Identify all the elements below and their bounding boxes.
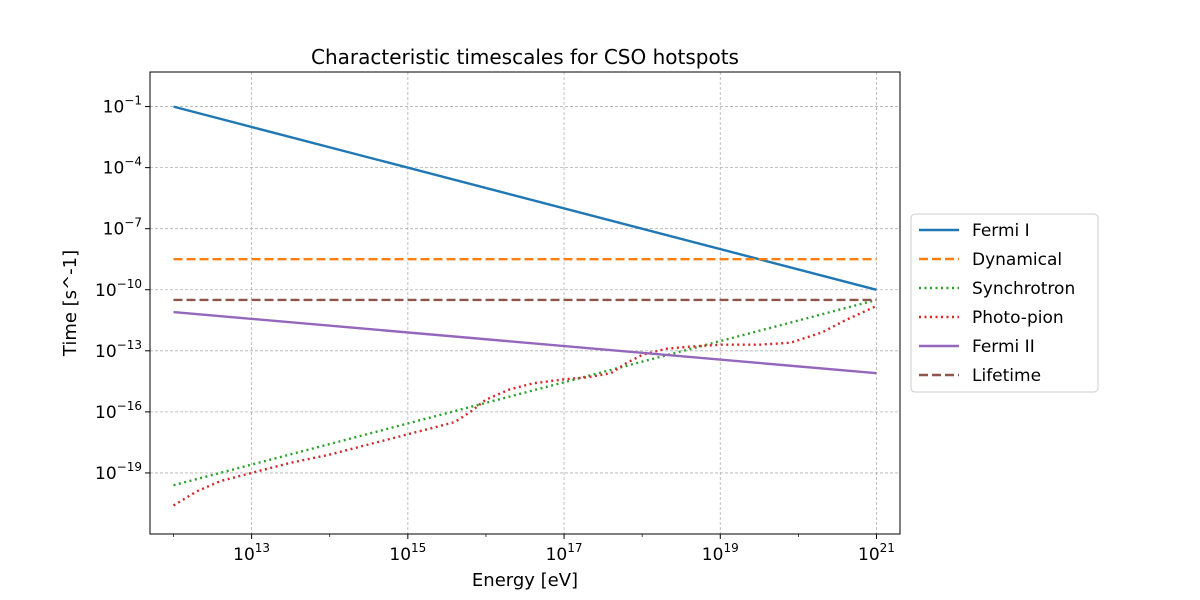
x-tick-exponent: 15	[411, 541, 426, 555]
series-line-photo-pion	[172, 304, 877, 507]
x-tick-label: 1013	[233, 541, 270, 565]
x-tick-label: 1017	[546, 541, 583, 565]
y-tick-base: 10	[95, 464, 117, 484]
y-tick-label: 10−4	[103, 155, 142, 179]
y-tick-exponent: −19	[117, 460, 142, 474]
y-tick-exponent: −13	[117, 338, 142, 352]
x-tick-exponent: 13	[255, 541, 270, 555]
x-tick-base: 10	[546, 545, 568, 565]
y-tick-base: 10	[103, 159, 125, 179]
x-tick-exponent: 19	[723, 541, 738, 555]
legend-label: Dynamical	[972, 250, 1062, 270]
y-tick-base: 10	[95, 403, 117, 423]
x-tick-label: 1019	[702, 541, 739, 565]
x-tick-exponent: 21	[880, 541, 895, 555]
y-tick-label: 10−1	[103, 94, 142, 118]
legend: Fermi I Dynamical Synchrotron Photo-pion Fer…	[910, 213, 1099, 393]
y-tick-label: 10−19	[95, 460, 142, 484]
legend-label: Fermi I	[972, 221, 1030, 241]
legend-box	[910, 213, 1099, 393]
x-tick-base: 10	[702, 545, 724, 565]
x-ticks: 1013 1015 1017 1019 1021	[173, 534, 895, 565]
x-tick-base: 10	[233, 545, 255, 565]
y-tick-base: 10	[95, 342, 117, 362]
x-tick-label: 1021	[858, 541, 895, 565]
legend-label: Photo-pion	[972, 308, 1064, 328]
y-tick-exponent: −16	[117, 399, 142, 413]
y-tick-exponent: −1	[124, 94, 142, 108]
y-tick-exponent: −7	[124, 216, 142, 230]
chart-title: Characteristic timescales for CSO hotspo…	[311, 45, 739, 69]
x-tick-label: 1015	[389, 541, 426, 565]
grid	[150, 72, 900, 534]
y-tick-base: 10	[103, 98, 125, 118]
x-tick-base: 10	[858, 545, 880, 565]
x-tick-exponent: 17	[567, 541, 582, 555]
series-line-synchrotron	[173, 298, 877, 487]
y-tick-exponent: −4	[124, 155, 142, 169]
plot-frame	[149, 71, 901, 535]
y-tick-label: 10−10	[95, 277, 142, 301]
y-tick-label: 10−16	[95, 399, 142, 423]
y-tick-base: 10	[103, 220, 125, 240]
y-axis-label: Time [s^-1]	[60, 250, 81, 357]
y-tick-base: 10	[95, 281, 117, 301]
y-tick-label: 10−13	[95, 338, 142, 362]
legend-label: Synchrotron	[972, 279, 1075, 299]
series-line-fermi-ii	[173, 310, 877, 375]
legend-label: Lifetime	[972, 366, 1041, 386]
x-tick-base: 10	[389, 545, 411, 565]
series-group	[172, 105, 877, 507]
y-tick-exponent: −10	[117, 277, 142, 291]
legend-label: Fermi II	[972, 337, 1035, 357]
x-axis-label: Energy [eV]	[472, 570, 578, 591]
y-tick-label: 10−7	[103, 216, 142, 240]
series-line-fermi-i	[173, 105, 877, 291]
